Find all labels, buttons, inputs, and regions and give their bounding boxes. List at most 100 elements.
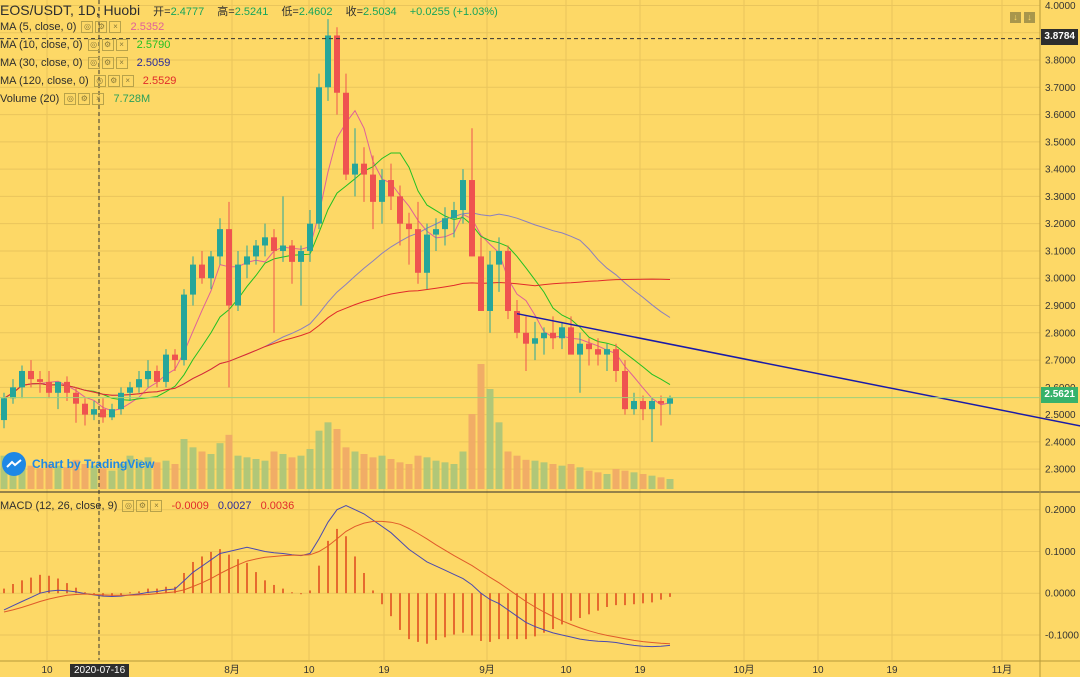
macd-histogram-bar bbox=[372, 590, 374, 594]
eye-icon[interactable]: ◎ bbox=[81, 21, 94, 34]
candle-body bbox=[604, 349, 610, 355]
candle-body bbox=[280, 245, 286, 251]
volume-bar bbox=[414, 455, 422, 489]
settings-icon[interactable]: ⚙ bbox=[107, 75, 120, 88]
indicator-ma5[interactable]: MA (5, close, 0) ◎ ⚙ × 2.5352 bbox=[0, 19, 164, 35]
candle-body bbox=[100, 409, 106, 418]
volume-bar bbox=[108, 470, 116, 489]
settings-icon[interactable]: ⚙ bbox=[95, 21, 108, 34]
y-tick-label: 2.5000 bbox=[1045, 410, 1076, 421]
settings-icon[interactable]: ⚙ bbox=[101, 57, 114, 70]
eye-icon[interactable]: ◎ bbox=[64, 93, 77, 106]
macd-tick-label: 0.1000 bbox=[1045, 547, 1076, 558]
candle-body bbox=[19, 370, 25, 388]
eye-icon[interactable]: ◎ bbox=[87, 39, 100, 52]
tradingview-watermark[interactable]: Chart by TradingView bbox=[2, 452, 154, 476]
candle-body bbox=[496, 250, 502, 265]
macd-histogram-bar bbox=[489, 593, 491, 642]
candle-body bbox=[433, 229, 439, 235]
volume-bar bbox=[630, 472, 638, 489]
close-icon[interactable]: × bbox=[121, 75, 134, 88]
macd-histogram-bar bbox=[390, 593, 392, 617]
candle-body bbox=[424, 234, 430, 273]
macd-histogram-bar bbox=[354, 556, 356, 594]
macd-histogram-bar bbox=[84, 592, 86, 594]
macd-histogram-bar bbox=[246, 562, 248, 594]
eye-icon[interactable]: ◎ bbox=[93, 75, 106, 88]
volume-bar bbox=[360, 454, 368, 489]
macd-histogram-bar bbox=[525, 593, 527, 640]
macd-histogram-bar bbox=[93, 593, 95, 595]
indicator-ma120[interactable]: MA (120, close, 0) ◎ ⚙ × 2.5529 bbox=[0, 73, 176, 89]
indicator-volume[interactable]: Volume (20) ◎ ⚙ × 7.728M bbox=[0, 91, 150, 107]
scroll-down-alt-icon[interactable]: ↓ bbox=[1024, 12, 1035, 23]
volume-bar bbox=[27, 465, 35, 489]
symbol-title[interactable]: EOS/USDT, 1D, Huobi bbox=[0, 2, 141, 18]
macd-histogram-bar bbox=[507, 593, 509, 640]
close-icon[interactable]: × bbox=[115, 39, 128, 52]
candle-body bbox=[361, 163, 367, 175]
volume-bar bbox=[63, 467, 71, 489]
macd-histogram-bar bbox=[48, 575, 50, 594]
y-tick-label: 3.2000 bbox=[1045, 219, 1076, 230]
macd-histogram-bar bbox=[210, 551, 212, 594]
volume-bar bbox=[531, 460, 539, 489]
candle-body bbox=[379, 180, 385, 202]
indicator-macd[interactable]: MACD (12, 26, close, 9) ◎ ⚙ × -0.0009 0.00… bbox=[0, 498, 294, 514]
candle-body bbox=[298, 250, 304, 262]
macd-histogram-bar bbox=[606, 593, 608, 607]
tradingview-logo-icon bbox=[2, 452, 26, 476]
macd-histogram-bar bbox=[255, 572, 257, 594]
volume-bar bbox=[36, 468, 44, 489]
volume-bar bbox=[216, 443, 224, 489]
close-icon[interactable]: × bbox=[150, 500, 163, 513]
y-tick-label: 3.4000 bbox=[1045, 165, 1076, 176]
candle-body bbox=[595, 349, 601, 355]
volume-bar bbox=[315, 430, 323, 489]
close-icon[interactable]: × bbox=[92, 93, 105, 106]
candle-body bbox=[46, 381, 52, 393]
candle-body bbox=[154, 370, 160, 382]
candle-body bbox=[289, 245, 295, 262]
volume-bar bbox=[540, 462, 548, 489]
settings-icon[interactable]: ⚙ bbox=[101, 39, 114, 52]
candle-body bbox=[127, 387, 133, 393]
indicator-ma10[interactable]: MA (10, close, 0) ◎ ⚙ × 2.5790 bbox=[0, 37, 170, 53]
macd-histogram-bar bbox=[561, 593, 563, 625]
candle-body bbox=[460, 180, 466, 211]
volume-bar bbox=[441, 462, 449, 489]
macd-histogram-bar bbox=[156, 588, 158, 594]
scroll-down-icon[interactable]: ↓ bbox=[1010, 12, 1021, 23]
eye-icon[interactable]: ◎ bbox=[122, 500, 135, 513]
y-tick-label: 2.9000 bbox=[1045, 301, 1076, 312]
macd-histogram-bar bbox=[129, 592, 131, 594]
indicator-ma10-label: MA (10, close, 0) bbox=[0, 39, 83, 51]
close-icon[interactable]: × bbox=[109, 21, 122, 34]
macd-histogram-bar bbox=[12, 584, 14, 594]
macd-histogram-bar bbox=[291, 592, 293, 594]
volume-bar bbox=[405, 464, 413, 489]
candle-body bbox=[406, 223, 412, 230]
x-tick-label: 10 bbox=[560, 665, 572, 676]
macd-histogram-bar bbox=[228, 554, 230, 594]
eye-icon[interactable]: ◎ bbox=[87, 57, 100, 70]
settings-icon[interactable]: ⚙ bbox=[78, 93, 91, 106]
crosshair-date-tag: 2020-07-16 bbox=[70, 664, 130, 677]
macd-histogram-bar bbox=[183, 572, 185, 594]
candle-body bbox=[262, 237, 268, 246]
volume-bar bbox=[396, 462, 404, 489]
candle-body bbox=[667, 398, 673, 404]
y-tick-label: 3.8000 bbox=[1045, 56, 1076, 67]
settings-icon[interactable]: ⚙ bbox=[136, 500, 149, 513]
candle-body bbox=[190, 264, 196, 295]
x-tick-label: 9月 bbox=[479, 664, 495, 676]
candle-body bbox=[586, 343, 592, 350]
macd-histogram-bar bbox=[435, 593, 437, 641]
ohlc-high-label: 高= bbox=[217, 6, 235, 18]
close-icon[interactable]: × bbox=[115, 57, 128, 70]
candle-body bbox=[469, 180, 475, 257]
indicator-ma30[interactable]: MA (30, close, 0) ◎ ⚙ × 2.5059 bbox=[0, 55, 170, 71]
volume-bar bbox=[594, 472, 602, 489]
